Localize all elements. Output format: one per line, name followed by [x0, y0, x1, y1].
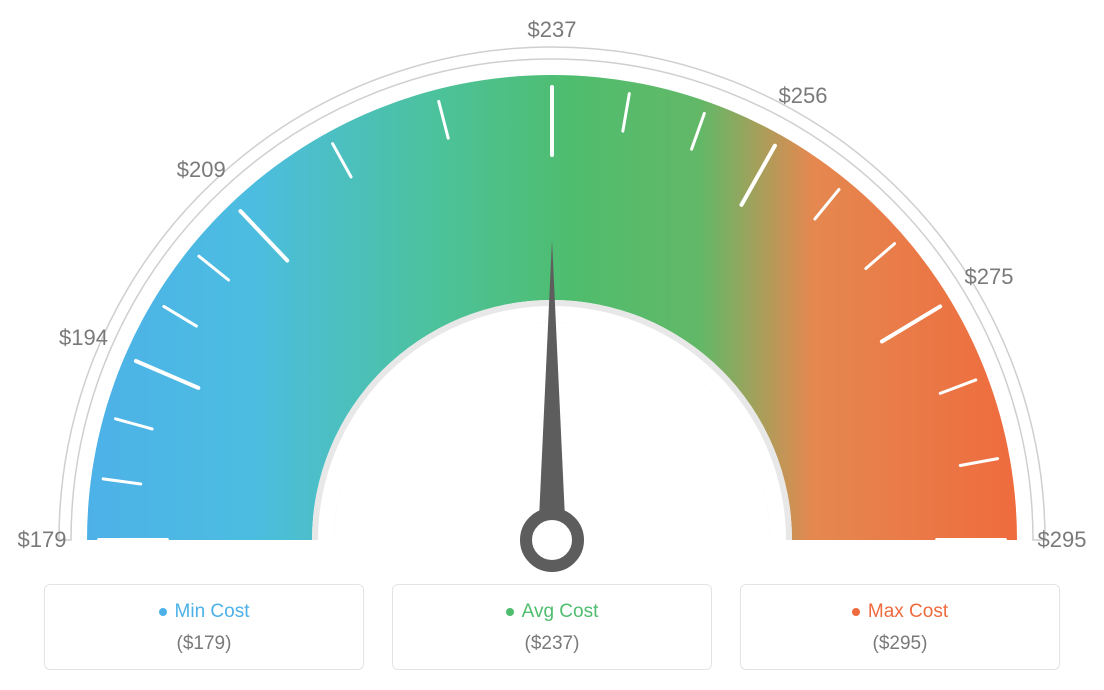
legend-dot-avg — [506, 608, 514, 616]
legend-value-avg: ($237) — [393, 633, 711, 655]
legend-label-max: Max Cost — [868, 601, 948, 623]
gauge-tick-label: $194 — [59, 325, 108, 351]
legend-card-min: Min Cost ($179) — [44, 584, 364, 670]
legend-dot-max — [852, 608, 860, 616]
legend-label-min: Min Cost — [175, 601, 250, 623]
gauge-tick-label: $209 — [177, 157, 226, 183]
legend-value-max: ($295) — [741, 633, 1059, 655]
gauge-tick-label: $179 — [18, 527, 67, 553]
legend-card-max: Max Cost ($295) — [740, 584, 1060, 670]
legend-card-avg: Avg Cost ($237) — [392, 584, 712, 670]
gauge-tick-label: $275 — [965, 264, 1014, 290]
gauge-svg — [0, 0, 1104, 580]
legend-dot-min — [159, 608, 167, 616]
legend-label-avg: Avg Cost — [522, 601, 599, 623]
legend-value-min: ($179) — [45, 633, 363, 655]
gauge-chart: $179 $194 $209 $237 $256 $275 $295 — [0, 0, 1104, 580]
gauge-tick-label: $256 — [779, 83, 828, 109]
gauge-tick-label: $237 — [528, 17, 577, 43]
gauge-tick-label: $295 — [1038, 527, 1087, 553]
legend-row: Min Cost ($179) Avg Cost ($237) Max Cost… — [0, 584, 1104, 670]
